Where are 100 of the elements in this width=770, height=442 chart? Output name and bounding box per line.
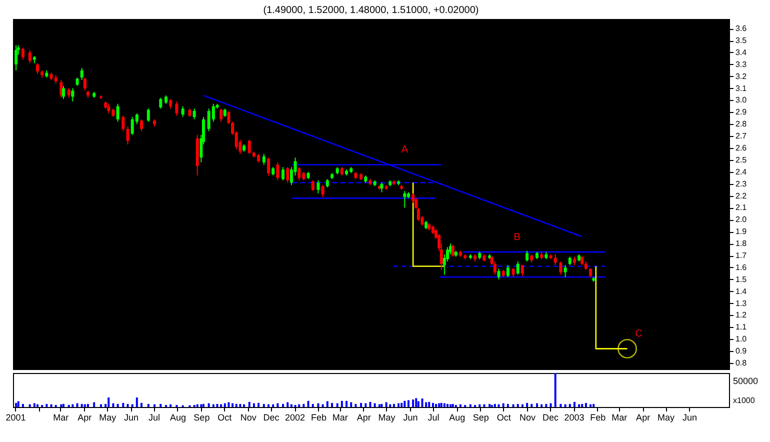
annotation: A — [401, 144, 408, 156]
bar — [378, 404, 380, 407]
x-tick-label: Mar — [332, 412, 348, 422]
bar — [126, 404, 129, 407]
bar — [290, 404, 292, 407]
bar — [540, 404, 543, 407]
x-tick-label: Jun — [682, 412, 697, 422]
bar — [592, 404, 595, 407]
x-tick-label: Apr — [78, 412, 92, 422]
bar — [506, 404, 509, 407]
y-tick-label: 1.0 — [736, 334, 748, 344]
y-tick-label: 3.4 — [736, 48, 748, 57]
bar — [202, 404, 204, 407]
bar — [248, 402, 250, 407]
bar — [428, 402, 430, 407]
x-tick-label: Jun — [124, 412, 139, 422]
bar — [330, 402, 333, 407]
bar — [298, 404, 300, 407]
x-tick-label: Mar — [53, 412, 69, 422]
bar — [415, 398, 418, 407]
bar — [369, 402, 372, 407]
bar — [494, 404, 496, 407]
bar — [307, 400, 310, 407]
bar — [404, 400, 406, 407]
bar — [452, 404, 454, 407]
candlestick — [192, 108, 196, 120]
bar — [200, 404, 202, 407]
bar — [521, 404, 524, 407]
candlestick — [311, 180, 314, 192]
bar — [62, 404, 64, 407]
x-tick-label: Feb — [310, 412, 326, 422]
x-tick-label: Aug — [449, 412, 466, 422]
bar — [360, 402, 362, 407]
x-tick-label: Sep — [194, 412, 210, 422]
candlestick — [126, 126, 130, 145]
candlestick — [559, 260, 562, 276]
bar — [84, 404, 86, 407]
x-tick-label: Dec — [263, 412, 280, 422]
bar — [568, 404, 571, 407]
y-tick-label: 1.4 — [736, 286, 748, 296]
candlestick — [62, 85, 65, 100]
bar — [60, 404, 62, 407]
candlestick — [21, 47, 24, 60]
candlestick — [14, 44, 18, 71]
x-tick-label: 2003 — [564, 412, 584, 422]
y-tick-label: 1.6 — [736, 262, 748, 272]
x-tick-label: Aug — [170, 412, 186, 422]
bar — [590, 404, 592, 407]
candlestick — [554, 254, 557, 266]
y-tick-label: 3.0 — [736, 96, 748, 105]
x-tick-label: Feb — [590, 412, 606, 422]
bar — [446, 404, 448, 407]
bar — [438, 403, 440, 407]
candlestick — [107, 103, 110, 114]
bar — [212, 404, 214, 407]
y-tick-label: 2.1 — [736, 203, 748, 212]
bar — [108, 397, 110, 407]
candlestick — [67, 88, 70, 98]
bar — [512, 404, 514, 407]
bar — [460, 404, 462, 407]
bar — [336, 403, 338, 407]
bar — [136, 397, 138, 407]
candlestick — [266, 157, 270, 176]
bar — [154, 404, 156, 407]
candlestick — [526, 250, 529, 262]
text: 50000 — [733, 376, 758, 386]
candlestick — [181, 106, 184, 118]
bar — [267, 404, 270, 407]
candlestick — [380, 182, 384, 193]
bar — [400, 402, 403, 407]
annotation: B — [514, 232, 521, 243]
candlestick — [262, 153, 266, 166]
bar — [147, 404, 150, 407]
bar — [389, 404, 392, 407]
bar — [425, 402, 428, 407]
y-tick-label: 2.7 — [736, 132, 748, 141]
bar — [302, 404, 305, 407]
bar — [86, 404, 89, 407]
candlestick — [140, 118, 144, 132]
x-tick-label: Jul — [148, 412, 160, 422]
bar — [450, 404, 452, 407]
bar — [46, 404, 48, 407]
bar — [224, 403, 226, 407]
bar — [340, 400, 343, 407]
bar — [116, 404, 119, 407]
bar — [131, 404, 134, 407]
bar — [516, 404, 519, 407]
bar — [28, 404, 31, 407]
bar — [412, 400, 414, 407]
bar — [488, 404, 491, 407]
bar — [483, 404, 486, 407]
bar — [50, 404, 52, 407]
y-tick-label: 2.0 — [736, 215, 748, 224]
bar — [140, 402, 143, 407]
bar — [235, 404, 238, 407]
bar — [239, 404, 242, 407]
bar — [252, 403, 255, 407]
candlestick — [80, 67, 84, 80]
bar — [385, 402, 388, 407]
bar — [232, 403, 234, 407]
